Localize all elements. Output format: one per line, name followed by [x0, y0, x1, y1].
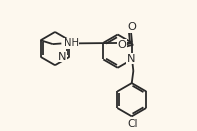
Text: Cl: Cl — [127, 119, 138, 129]
Text: O: O — [118, 40, 127, 50]
Text: N: N — [58, 52, 67, 62]
Text: O: O — [127, 22, 136, 32]
Text: NH: NH — [63, 39, 79, 48]
Text: N: N — [126, 54, 135, 64]
